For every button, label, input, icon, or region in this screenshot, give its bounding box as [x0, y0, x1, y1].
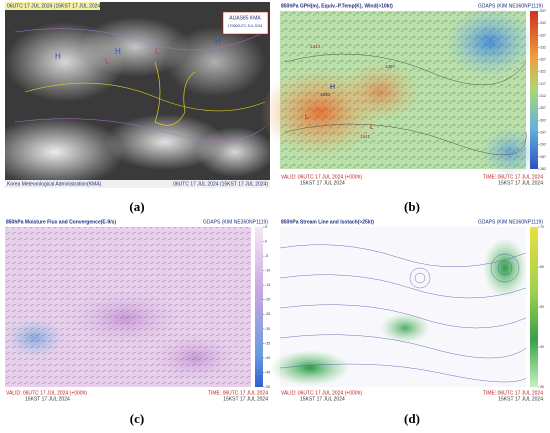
colorbar-tick-label: 5 — [265, 225, 267, 229]
colorbar-tick-label: 282 — [540, 167, 546, 171]
panel-b: H L 1500 1414 1497 L 1441 850hPa GPH(m),… — [260, 2, 546, 188]
init-time: TIME: 06UTC 17 JUL 2024 — [208, 390, 268, 396]
colorbar-tick-label: -45 — [265, 370, 270, 374]
colorbar-tick-label: 307 — [540, 106, 546, 110]
colorbar-tick-label: 327 — [540, 58, 546, 62]
footer-left: Korea Meteorological Administration(KMA) — [7, 181, 102, 187]
init-time-kst: 15KST 17 JUL 2024 — [223, 396, 268, 402]
colorbar-tick-label: -10 — [265, 269, 270, 273]
header-right-2: 170600UTC JUL 2024 — [228, 24, 263, 28]
valid-time: VALID: 06UTC 17 JUL 2024 (+000h) — [281, 174, 362, 180]
panel-label: (a) — [129, 199, 144, 214]
colorbar-tick-label: 317 — [540, 82, 546, 86]
model-name: GDAPS (KIM NE360NP1119) — [478, 3, 543, 9]
init-time-kst: 15KST 17 JUL 2024 — [498, 180, 543, 186]
colorbar-tick-label: -50 — [265, 385, 270, 389]
panel-label: (c) — [130, 411, 144, 426]
colorbar-tick-label: -15 — [265, 283, 270, 287]
panel-title: 850hPa GPH(m), Equiv.-P.Temp(K), Wind(>1… — [281, 3, 393, 9]
colorbar-tick-label: 347 — [540, 9, 546, 13]
colorbar-tick-label: 30 — [540, 385, 544, 389]
colorbar-tick-label: 292 — [540, 143, 546, 147]
panel-label: (d) — [404, 411, 420, 426]
map-label: L — [155, 47, 160, 56]
valid-time-kst: 15KST 17 JUL 2024 — [300, 180, 345, 186]
colorbar-tick-label: 40 — [540, 345, 544, 349]
colorbar-tick-label: -5 — [265, 254, 268, 258]
colorbar-tick-label: 0 — [265, 239, 267, 243]
panel-title: 850hPa Stream Line and Isotach(>25kt) — [281, 219, 374, 225]
colorbar-tick-label: -40 — [265, 356, 270, 360]
map-label: H — [215, 37, 221, 46]
map-label: 1441 — [360, 134, 371, 139]
model-name: GDAPS (KIM NE360NP1119) — [478, 219, 543, 225]
init-time: TIME: 06UTC 17 JUL 2024 — [483, 174, 543, 180]
map-label: L — [105, 57, 110, 66]
map-label: 1414 — [310, 44, 321, 49]
valid-time-kst: 15KST 17 JUL 2024 — [300, 396, 345, 402]
map-label: 1497 — [385, 64, 396, 69]
colorbar-tick-label: -30 — [265, 327, 270, 331]
colorbar-tick-label: -35 — [265, 341, 270, 345]
map-label: H — [55, 52, 61, 61]
colorbar-tick-label: 322 — [540, 70, 546, 74]
panel-a: 06UTC 17 JUL 2024 (15KST 17 JUL 2024) AU… — [0, 2, 275, 188]
valid-time: VALID: 06UTC 17 JUL 2024 (+000h) — [6, 390, 87, 396]
colorbar-tick-label: 297 — [540, 130, 546, 134]
colorbar-tick-label: 337 — [540, 33, 546, 37]
colorbar-tick-label: -20 — [265, 298, 270, 302]
colorbar — [255, 227, 263, 387]
header-left: 06UTC 17 JUL 2024 (15KST 17 JUL 2024) — [7, 3, 102, 9]
header-right: AUAS85 KMA — [229, 15, 261, 21]
colorbar-tick-label: 302 — [540, 118, 546, 122]
map-label: 1500 — [320, 92, 331, 97]
colorbar-tick-label: 342 — [540, 21, 546, 25]
map-label: H — [330, 84, 335, 91]
colorbar-tick-label: 287 — [540, 155, 546, 159]
colorbar-tick-label: 50 — [540, 305, 544, 309]
map-label: H — [115, 47, 121, 56]
map-label: L — [305, 114, 309, 121]
colorbar-tick-label: -25 — [265, 312, 270, 316]
colorbar — [530, 227, 538, 387]
valid-time-kst: 15KST 17 JUL 2024 — [25, 396, 70, 402]
panel-title: 850hPa Moisture Flux and Convergence(E-9… — [6, 219, 116, 225]
colorbar — [530, 11, 538, 169]
panel-label: (b) — [404, 199, 420, 214]
init-time: TIME: 06UTC 17 JUL 2024 — [483, 390, 543, 396]
valid-time: VALID: 06UTC 17 JUL 2024 (+000h) — [281, 390, 362, 396]
colorbar-tick-label: 332 — [540, 45, 546, 49]
panel-d: 850hPa Stream Line and Isotach(>25kt) GDA… — [270, 218, 545, 406]
panel-c: 850hPa Moisture Flux and Convergence(E-9… — [5, 218, 270, 406]
colorbar-tick-label: 70 — [540, 225, 544, 229]
init-time-kst: 15KST 17 JUL 2024 — [498, 396, 543, 402]
model-name: GDAPS (KIM NE360NP1119) — [203, 219, 268, 225]
map-label: L — [370, 124, 374, 131]
colorbar-tick-label: 312 — [540, 94, 546, 98]
footer-right: 06UTC 17 JUL 2024 (15KST 17 JUL 2024) — [173, 181, 268, 187]
colorbar-tick-label: 60 — [540, 265, 544, 269]
